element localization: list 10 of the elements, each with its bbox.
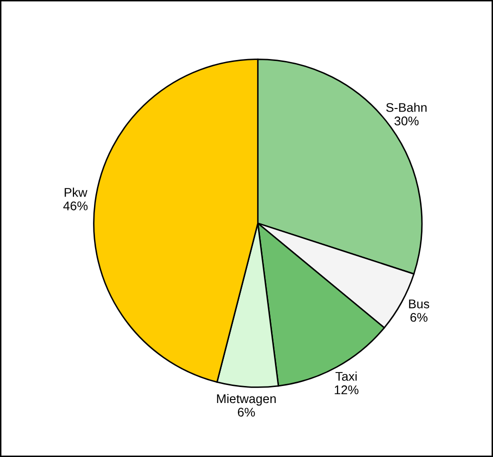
data-label: 30%: [394, 116, 419, 126]
data-label: 46%: [63, 201, 88, 210]
slice-label: S-Bahn: [386, 102, 427, 112]
data-label: 6%: [238, 408, 255, 417]
slice-label: Taxi: [336, 372, 357, 381]
data-label: 6%: [410, 312, 428, 322]
slice-label: Pkw: [64, 188, 88, 197]
data-label: 12%: [334, 385, 358, 394]
slice-label: Bus: [409, 300, 430, 308]
slice-label: Mietwagen: [217, 394, 276, 406]
